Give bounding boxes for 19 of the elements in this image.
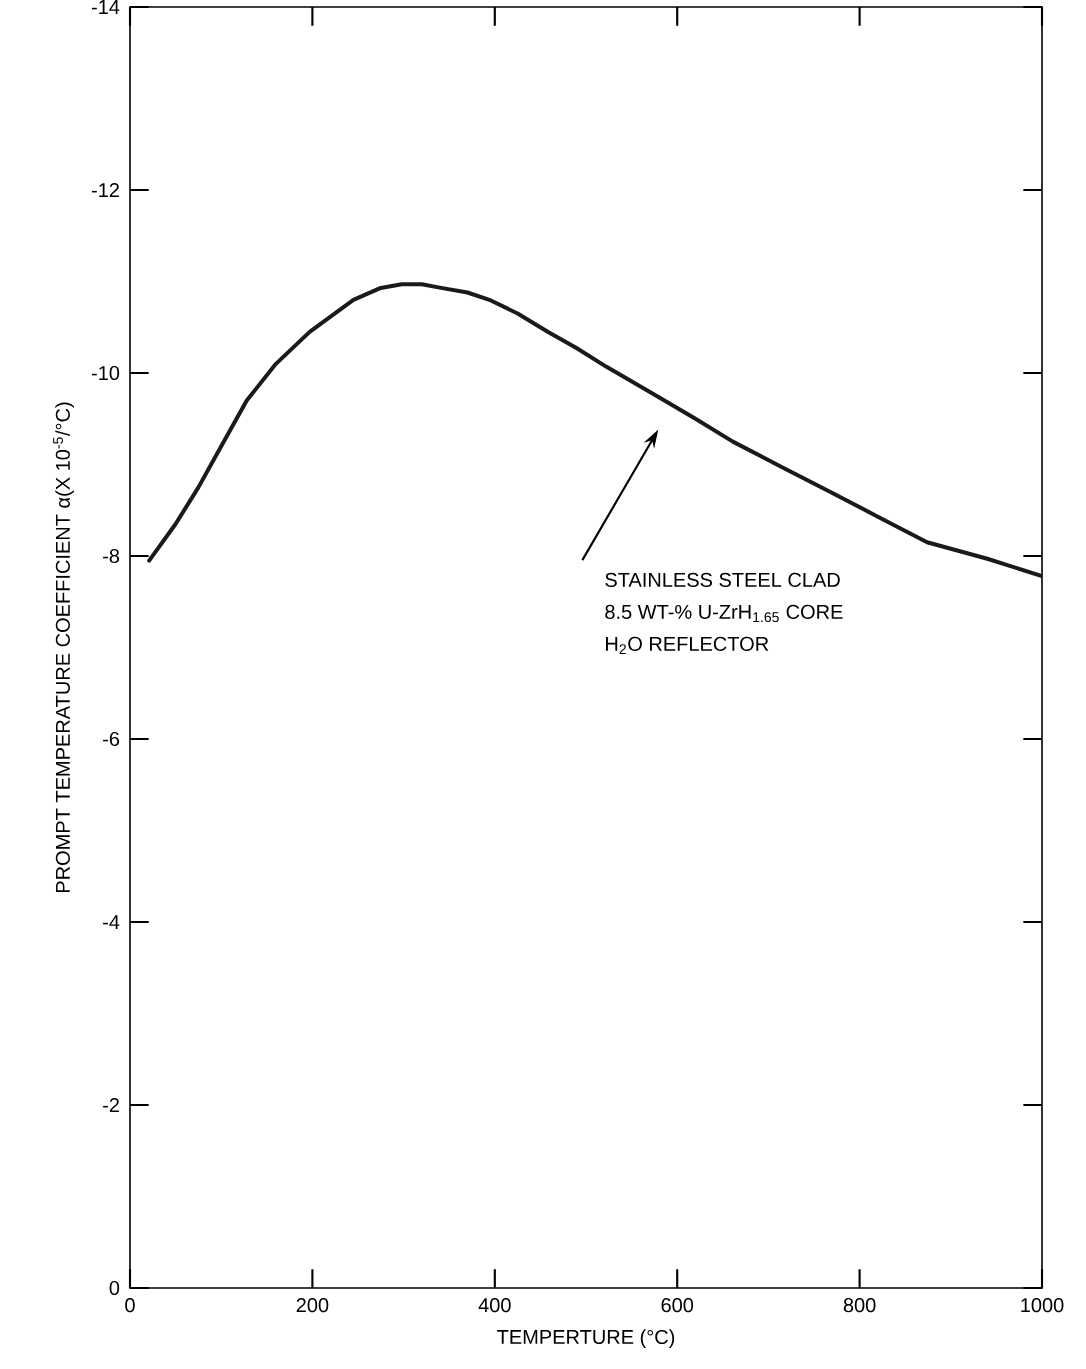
x-tick-label: 400 bbox=[478, 1298, 511, 1313]
x-tick-label: 600 bbox=[661, 1298, 694, 1313]
y-tick-label: -4 bbox=[103, 915, 120, 929]
x-tick-label: 800 bbox=[843, 1298, 876, 1313]
x-tick-label: 200 bbox=[296, 1298, 329, 1313]
y-tick-label: -2 bbox=[103, 1098, 119, 1112]
x-tick-label: 0 bbox=[125, 1298, 135, 1313]
annotation: 8.5 WT-% U-ZrH$_{1.65}$ CORE bbox=[605, 604, 843, 623]
y-axis-title: PROMPT TEMPERATURE COEFFICIENT α(X 10$^{-5}$/°C) bbox=[53, 402, 74, 893]
x-axis-title: TEMPERTURE (°C) bbox=[497, 1329, 675, 1348]
y-tick-label: 0 bbox=[109, 1280, 120, 1296]
y-tick-label: -14 bbox=[91, 0, 120, 14]
annotation: H$_{2}$O REFLECTOR bbox=[606, 636, 769, 654]
annotation: STAINLESS STEEL CLAD bbox=[605, 572, 840, 587]
y-tick-label: -12 bbox=[91, 183, 119, 197]
x-tick-label: 1000 bbox=[1021, 1298, 1064, 1313]
y-tick-label: -10 bbox=[91, 365, 120, 381]
y-tick-label: -8 bbox=[103, 548, 120, 564]
y-tick-label: -6 bbox=[103, 731, 120, 747]
